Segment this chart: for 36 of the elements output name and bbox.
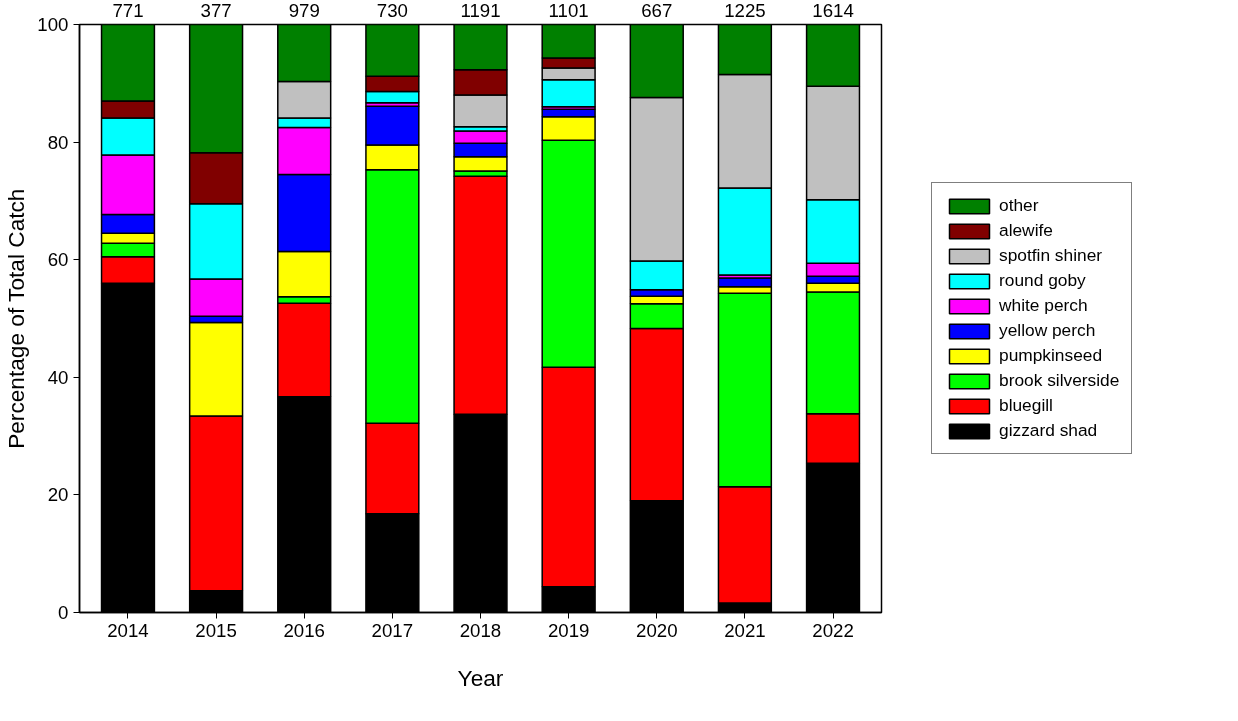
annotation: 979 bbox=[288, 0, 320, 21]
x-tick-label: 2016 bbox=[283, 619, 325, 641]
y-tick-label: 80 bbox=[47, 131, 69, 153]
annotation: 1191 bbox=[460, 0, 501, 21]
x-tick-label: 2018 bbox=[459, 619, 502, 641]
x-tick-label: 2019 bbox=[547, 619, 590, 641]
legend-label: yellow perch bbox=[999, 320, 1096, 341]
annotation: 1101 bbox=[548, 0, 589, 21]
x-tick-label: 2022 bbox=[812, 619, 854, 641]
legend-label: alewife bbox=[999, 220, 1053, 241]
y-tick-label: 100 bbox=[37, 14, 69, 35]
y-axis-title: Percentage of Total Catch bbox=[3, 188, 30, 449]
annotation: 1225 bbox=[724, 0, 766, 21]
y-tick-label: 20 bbox=[47, 484, 69, 506]
legend-label: white perch bbox=[999, 295, 1088, 316]
y-tick-label: 40 bbox=[47, 366, 69, 388]
legend-label: brook silverside bbox=[999, 370, 1120, 391]
legend-label: other bbox=[999, 195, 1039, 216]
x-tick-label: 2014 bbox=[107, 619, 149, 641]
annotation: 771 bbox=[112, 0, 144, 21]
annotation: 667 bbox=[641, 0, 673, 21]
annotation: 1614 bbox=[812, 0, 854, 21]
legend-label: round goby bbox=[999, 270, 1086, 291]
annotation: 377 bbox=[200, 0, 232, 21]
legend-label: bluegill bbox=[999, 395, 1053, 416]
legend-label: pumpkinseed bbox=[999, 345, 1103, 366]
x-tick-label: 2021 bbox=[724, 619, 766, 641]
y-tick-label: 0 bbox=[58, 602, 69, 623]
legend-label: spotfin shiner bbox=[999, 245, 1103, 266]
annotation: 730 bbox=[376, 0, 408, 21]
y-tick-label: 60 bbox=[47, 249, 69, 271]
x-tick-label: 2017 bbox=[371, 619, 414, 641]
legend-label: gizzard shad bbox=[999, 420, 1098, 441]
x-tick-label: 2020 bbox=[636, 619, 678, 641]
x-axis-title: Year bbox=[457, 664, 504, 691]
x-tick-label: 2015 bbox=[195, 619, 237, 641]
